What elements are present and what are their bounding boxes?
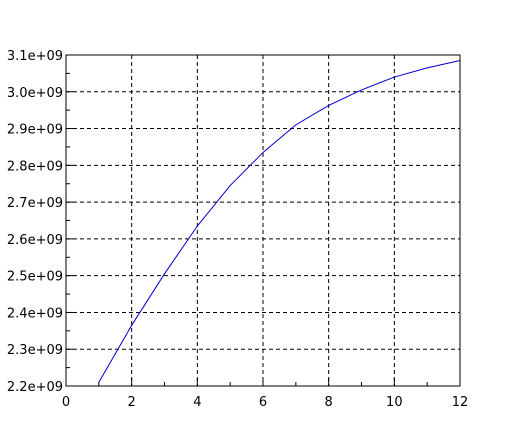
y-tick-label: 2.3e+09 — [7, 343, 63, 358]
x-tick-label: 0 — [62, 395, 70, 410]
y-tick-label: 2.2e+09 — [7, 380, 63, 395]
x-tick-label: 2 — [128, 395, 136, 410]
x-tick-label: 6 — [259, 395, 267, 410]
series-line — [98, 60, 461, 383]
y-tick-label: 2.7e+09 — [7, 196, 63, 211]
y-tick-label: 3.1e+09 — [7, 49, 63, 64]
y-tick-label: 2.8e+09 — [7, 159, 63, 174]
y-tick-label: 2.5e+09 — [7, 270, 63, 285]
x-tick-label: 12 — [452, 395, 469, 410]
y-tick-label: 2.4e+09 — [7, 306, 63, 321]
x-tick-label: 4 — [193, 395, 201, 410]
series — [98, 60, 461, 383]
grid — [66, 55, 460, 386]
tick-labels: 0 2 4 6 8 10 12 2.2e+09 2.3e+09 2.4e+09 2.5e+09 2.6… — [7, 49, 468, 410]
axes — [65, 54, 461, 387]
y-tick-label: 2.9e+09 — [7, 123, 63, 138]
y-tick-label: 2.6e+09 — [7, 233, 63, 248]
x-tick-label: 8 — [325, 395, 333, 410]
x-tick-label: 10 — [386, 395, 403, 410]
y-tick-label: 3.0e+09 — [7, 86, 63, 101]
